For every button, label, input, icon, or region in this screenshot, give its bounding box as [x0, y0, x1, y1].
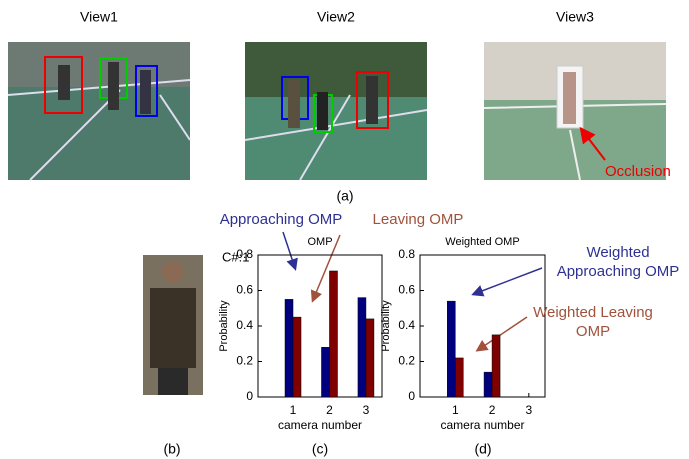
photo-view3: [484, 42, 666, 180]
series-label: Leaving OMP: [353, 210, 483, 229]
figure: View1 View2 View3 (a) Occlusion (b: [0, 0, 689, 459]
annotation: Occlusion: [605, 163, 671, 180]
y-tick-label: 0: [246, 389, 253, 403]
x-axis-label: camera number: [440, 418, 524, 432]
panel-label: (b): [163, 441, 180, 457]
y-tick-label: 0.6: [398, 283, 415, 297]
x-tick-label: 2: [489, 403, 496, 417]
view-label: View1: [80, 9, 118, 25]
bar: [321, 347, 329, 397]
view-label: View2: [317, 9, 355, 25]
chart-title: OMP: [307, 236, 332, 248]
figure-canvas: View1 View2 View3 (a) Occlusion (b: [0, 0, 689, 459]
panel-label: (a): [336, 188, 353, 204]
y-tick-label: 0.2: [398, 354, 415, 368]
x-tick-label: 2: [326, 403, 333, 417]
x-axis-label: camera number: [278, 418, 362, 432]
photo-person: [143, 255, 203, 395]
x-tick-label: 1: [290, 403, 297, 417]
y-tick-label: 0.8: [236, 247, 253, 261]
bar: [329, 271, 337, 397]
view-label: View3: [556, 9, 594, 25]
bar: [447, 301, 455, 397]
y-tick-label: 0.6: [236, 283, 253, 297]
bar: [455, 358, 463, 397]
y-axis-label: Probability: [380, 300, 392, 352]
x-tick-label: 3: [363, 403, 370, 417]
bar: [293, 317, 301, 397]
photo-view1: [8, 42, 190, 180]
photo-view2: [245, 42, 427, 180]
bar: [366, 319, 374, 397]
panel-label: (d): [474, 441, 491, 457]
bar: [492, 335, 500, 397]
x-tick-label: 1: [452, 403, 459, 417]
series-label: Approaching OMP: [196, 210, 366, 229]
y-tick-label: 0.4: [398, 318, 415, 332]
chart-title: Weighted OMP: [445, 236, 519, 248]
plot-area: [420, 255, 545, 397]
y-tick-label: 0.2: [236, 354, 253, 368]
y-tick-label: 0: [408, 389, 415, 403]
series-label: Weighted Approaching OMP: [548, 243, 688, 281]
x-tick-label: 3: [525, 403, 532, 417]
y-axis-label: Probability: [218, 300, 230, 352]
bar: [358, 298, 366, 397]
y-tick-label: 0.4: [236, 318, 253, 332]
bar: [484, 372, 492, 397]
series-label: Weighted Leaving OMP: [528, 303, 658, 341]
bar: [285, 299, 293, 397]
panel-label: (c): [312, 441, 328, 457]
y-tick-label: 0.8: [398, 247, 415, 261]
